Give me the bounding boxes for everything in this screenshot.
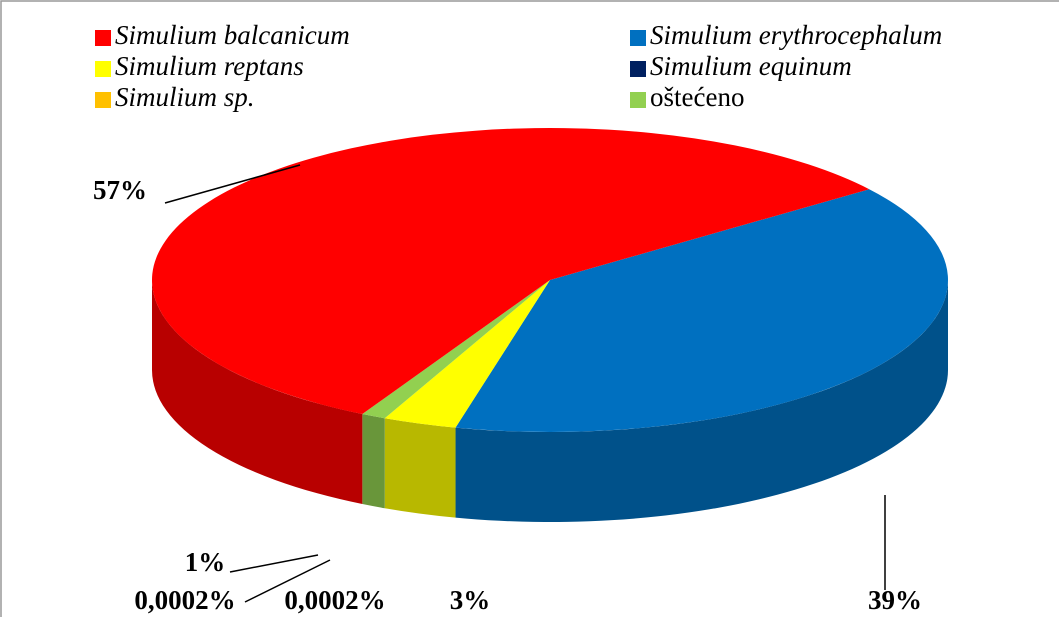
leader-line bbox=[164, 164, 301, 204]
legend-swatch bbox=[630, 30, 646, 46]
pie bbox=[152, 128, 948, 522]
pie-slice bbox=[152, 128, 870, 415]
legend-label: Simulium reptans bbox=[115, 51, 304, 81]
pie-side bbox=[362, 414, 385, 509]
pie-slice bbox=[455, 189, 948, 432]
legend-label: Simulium balcanicum bbox=[115, 20, 350, 50]
legend-swatch bbox=[95, 92, 111, 108]
legend-swatch bbox=[95, 30, 111, 46]
pie-side bbox=[152, 280, 363, 505]
pie-side bbox=[384, 418, 456, 518]
legend: Simulium balcanicum Simulium erythrocepha… bbox=[95, 20, 942, 112]
pie-slice bbox=[384, 280, 550, 419]
legend-label: oštećeno bbox=[650, 82, 744, 112]
data-label: 57% bbox=[93, 175, 147, 205]
legend-label: Simulium equinum bbox=[650, 51, 852, 81]
data-label: 0,0002% bbox=[284, 585, 385, 615]
data-label: 39% bbox=[868, 585, 922, 615]
data-label: 1% bbox=[185, 547, 226, 577]
legend-swatch bbox=[630, 61, 646, 77]
data-label: 0,0002% bbox=[134, 585, 235, 615]
leader-line bbox=[244, 559, 331, 603]
data-label: 3% bbox=[450, 585, 491, 615]
data-labels: 57% 39% 3% 0,0002% 0,0002% 1% bbox=[93, 164, 922, 615]
legend-swatch bbox=[95, 61, 111, 77]
leader-line bbox=[229, 554, 319, 573]
pie-slice bbox=[384, 280, 550, 428]
pie-slice bbox=[384, 280, 550, 419]
pie-slice bbox=[362, 280, 550, 419]
legend-label: Simulium sp. bbox=[115, 82, 255, 112]
pie-side bbox=[455, 280, 948, 522]
legend-swatch bbox=[630, 92, 646, 108]
legend-label: Simulium erythrocephalum bbox=[650, 20, 942, 50]
